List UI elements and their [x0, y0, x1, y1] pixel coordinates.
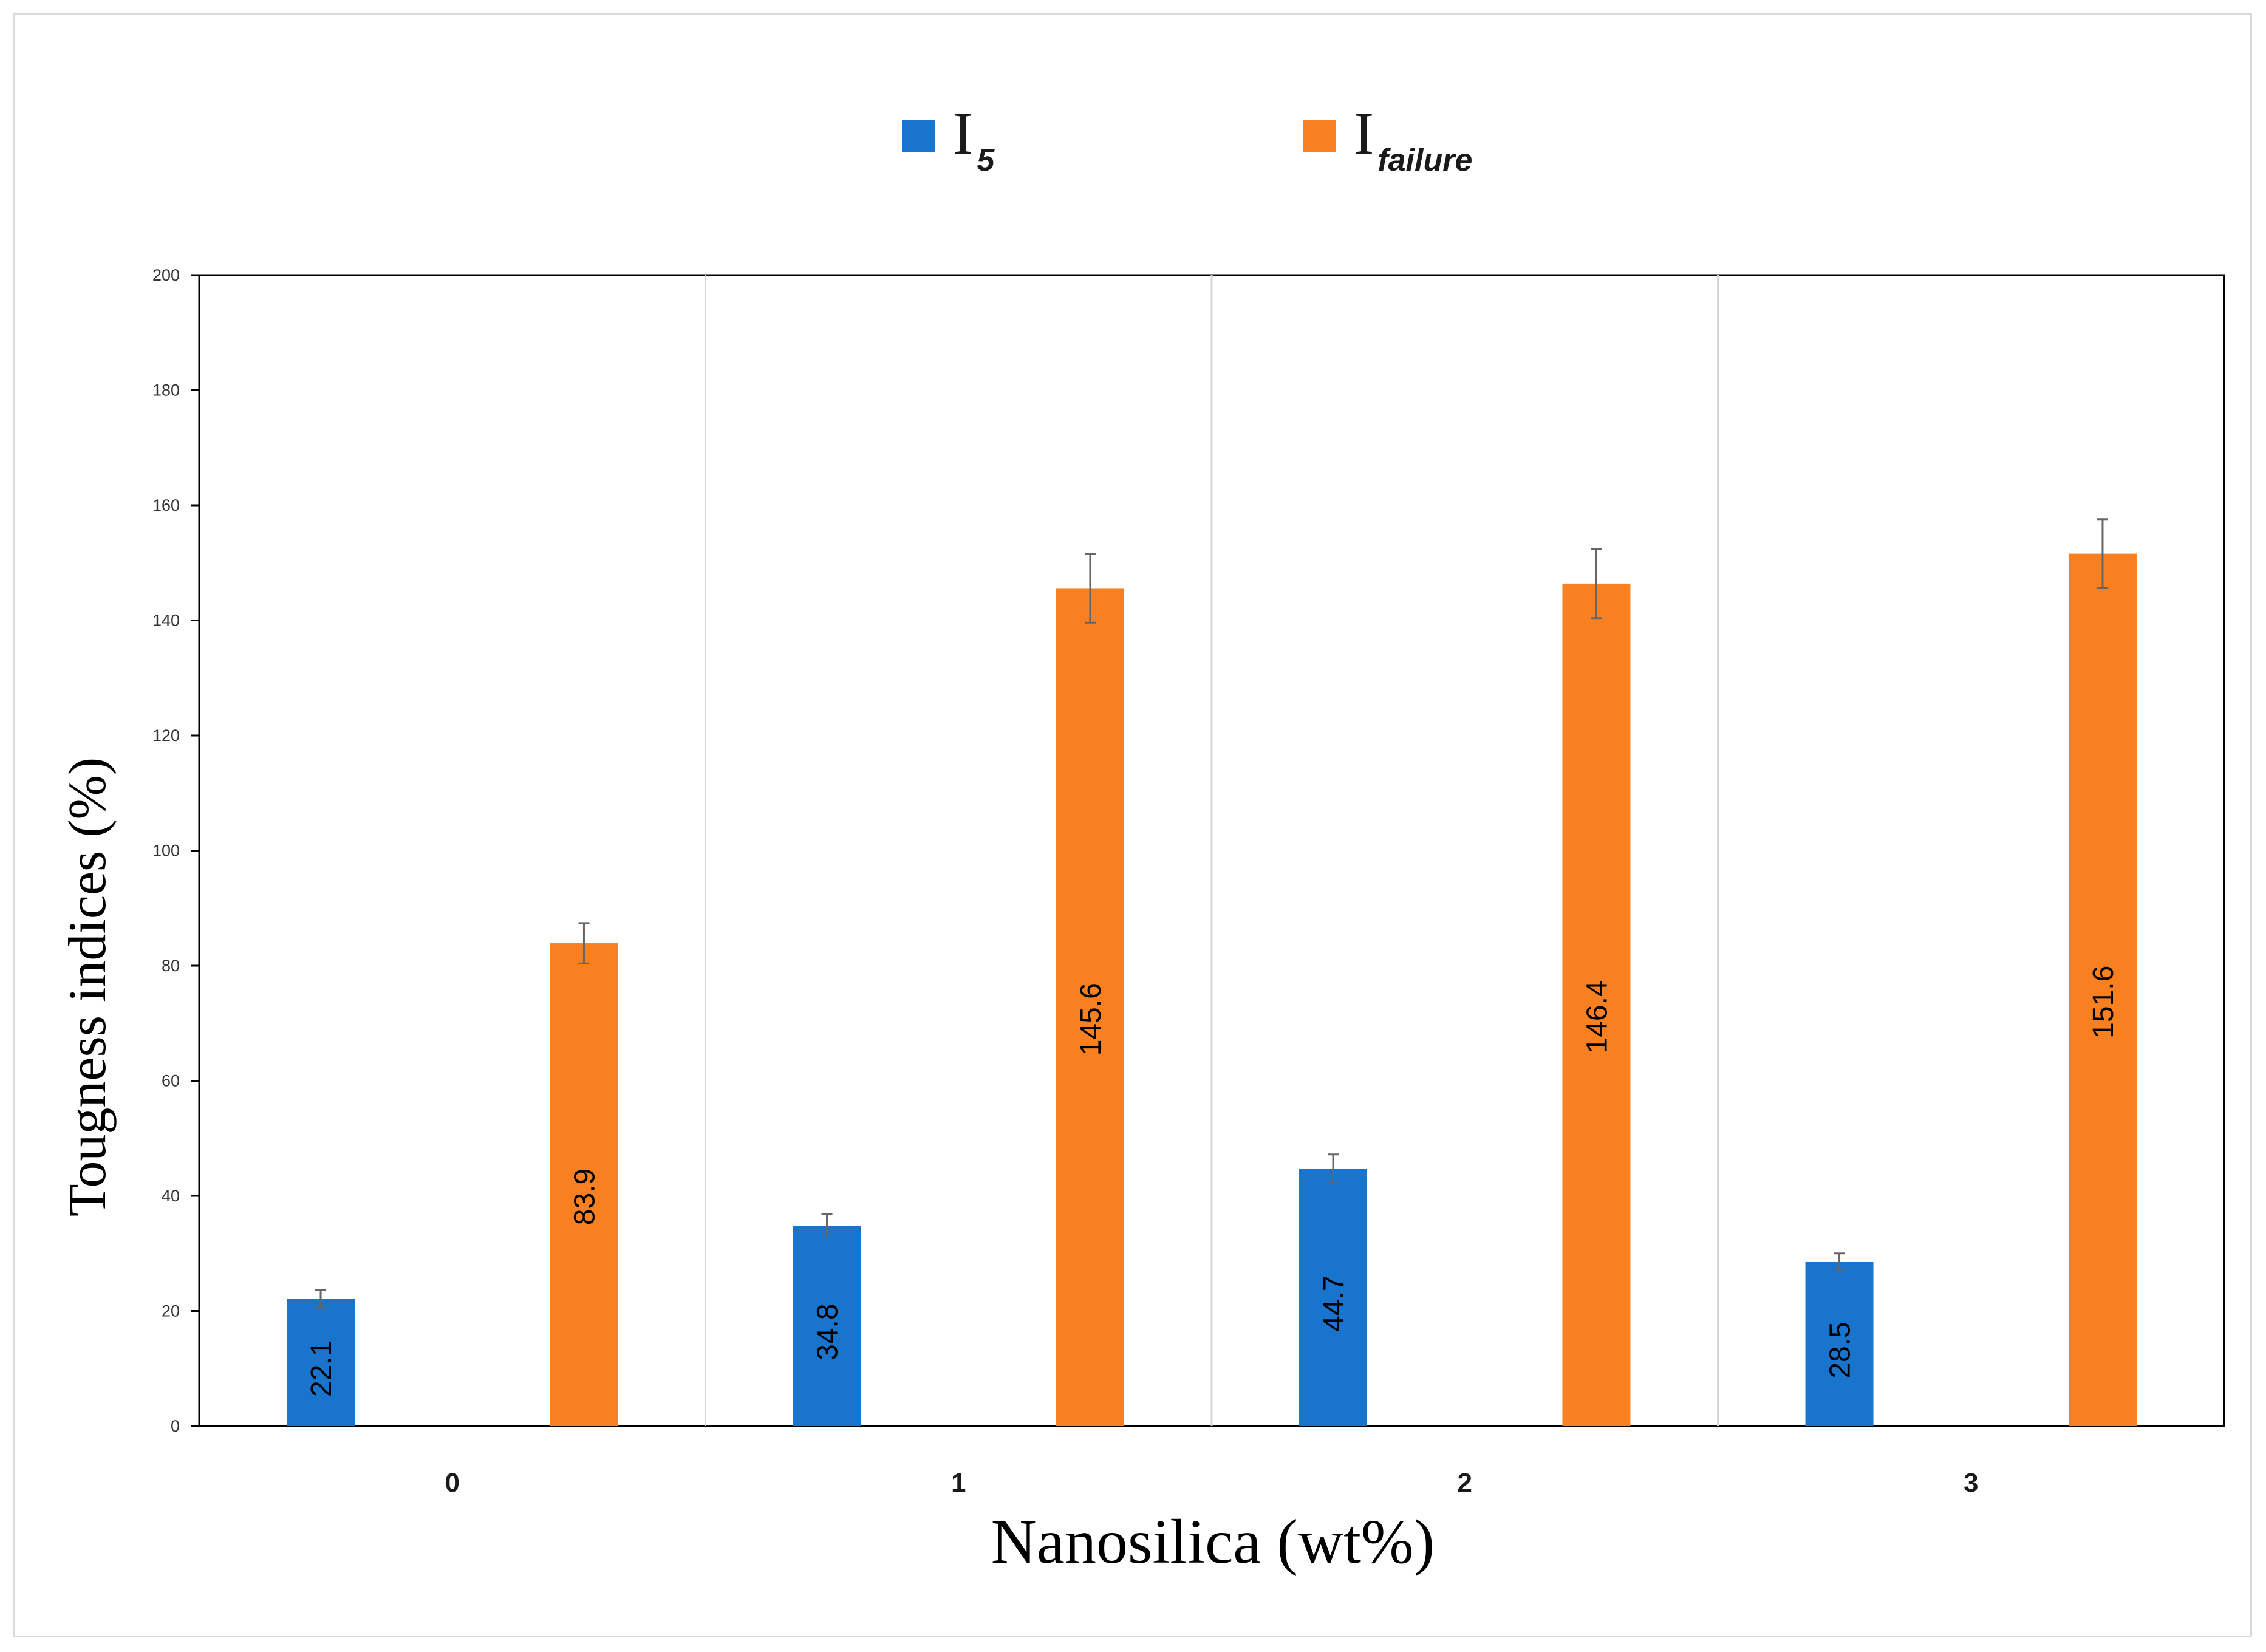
data-label: 44.7: [1318, 1275, 1350, 1332]
legend-swatch-I5: [902, 120, 935, 152]
y-tick-label: 180: [152, 381, 180, 400]
data-label: 28.5: [1824, 1322, 1857, 1378]
legend-subscript: failure: [1377, 143, 1472, 178]
y-tick-label: 20: [162, 1302, 180, 1320]
data-label: 22.1: [305, 1340, 338, 1397]
y-tick-label: 160: [152, 496, 180, 514]
bar-I5-1: [793, 1226, 861, 1426]
bar-Ifailure-3: [2068, 553, 2137, 1426]
x-tick-label: 1: [951, 1468, 966, 1498]
y-axis-title: Tougness indices (%): [58, 757, 117, 1217]
y-tick-label: 60: [162, 1072, 180, 1090]
y-tick-label: 140: [152, 612, 180, 630]
data-label: 146.4: [1581, 980, 1613, 1053]
x-tick-label: 3: [1964, 1468, 1978, 1498]
bar-I5-0: [287, 1299, 355, 1426]
legend-swatch-Ifailure: [1303, 120, 1336, 152]
legend-subscript: 5: [977, 143, 995, 178]
bar-I5-3: [1805, 1261, 1874, 1426]
data-label: 151.6: [2087, 966, 2120, 1039]
bar-Ifailure-2: [1562, 583, 1631, 1426]
y-tick-label: 40: [162, 1187, 180, 1205]
x-tick-label: 0: [445, 1468, 460, 1498]
x-axis-title: Nanosilica (wt%): [991, 1507, 1435, 1577]
data-label: 83.9: [568, 1169, 601, 1225]
data-label: 34.8: [812, 1303, 844, 1360]
y-tick-label: 200: [152, 266, 180, 284]
x-tick-label: 2: [1458, 1468, 1472, 1498]
bar-Ifailure-0: [550, 943, 618, 1426]
bar-Ifailure-1: [1056, 588, 1124, 1427]
y-tick-label: 100: [152, 842, 180, 860]
bar-I5-2: [1299, 1169, 1368, 1426]
data-label: 145.6: [1075, 983, 1107, 1056]
y-tick-label: 0: [171, 1417, 180, 1435]
y-tick-label: 120: [152, 726, 180, 745]
plot-area: 0 20 40 60 80 100 120 140 160 180 200 22.1 83.9 0 34.8…: [152, 266, 2225, 1498]
y-tick-label: 80: [162, 957, 180, 975]
